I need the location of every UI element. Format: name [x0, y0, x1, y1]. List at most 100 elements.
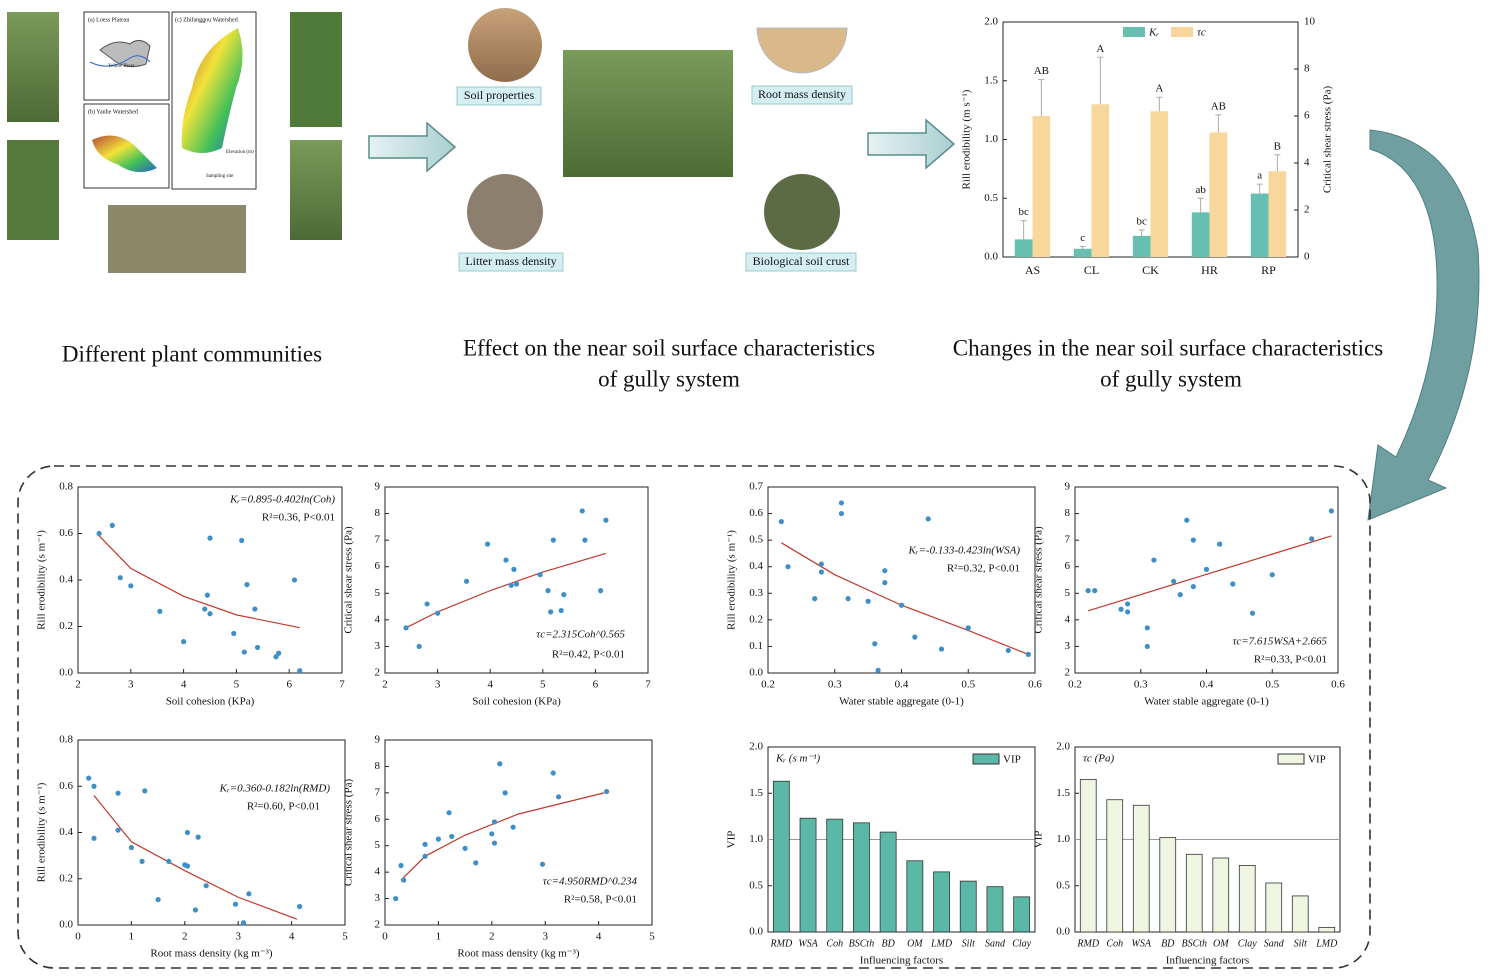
x-tick-label: WSA: [798, 938, 818, 949]
y-tick-label: 4: [375, 613, 381, 625]
bar: [879, 831, 897, 933]
data-point: [86, 775, 92, 781]
y-tick-label: 8: [375, 507, 381, 519]
x-tick-label: BSCth: [1181, 938, 1207, 949]
dashed-frame: [17, 465, 1371, 969]
data-point: [785, 564, 791, 570]
significance-letter: AB: [1211, 100, 1226, 112]
x-tick-label: Silt: [962, 938, 976, 949]
arrow: [867, 118, 956, 170]
x-axis-label: Influencing factors: [1166, 955, 1249, 967]
plot-frame: [384, 486, 649, 674]
y-tick-label: 1.5: [984, 74, 998, 86]
y-tick-label: 9: [375, 481, 381, 493]
map-shape: [181, 28, 243, 153]
error-bar: [1079, 245, 1086, 249]
x-axis-label: Root mass density (kg m⁻³): [457, 948, 579, 960]
data-point: [548, 609, 554, 615]
data-point: [1217, 541, 1223, 547]
equation: Kᵣ=-0.133-0.423ln(WSA): [907, 545, 1020, 557]
data-point: [508, 582, 514, 588]
data-point: [435, 610, 441, 616]
y-tick-label: 0.2: [59, 620, 73, 632]
data-point: [1144, 625, 1150, 631]
panel-label: Kᵣ (s m⁻¹): [775, 753, 821, 765]
data-point: [115, 790, 121, 796]
y2-tick-label: 4: [1304, 157, 1310, 169]
significance-letter: c: [1080, 232, 1085, 244]
x-tick-label: 0.5: [961, 679, 975, 691]
error-bar: [1156, 96, 1163, 112]
significance-letter: ab: [1195, 184, 1206, 196]
x-tick-label: RMD: [1076, 938, 1099, 949]
data-point: [91, 783, 97, 789]
x-tick-label: HR: [1201, 263, 1218, 277]
bar: [1132, 235, 1151, 257]
x-tick-label: 0.2: [761, 679, 775, 691]
y-axis-label: Rill erodibility (s m⁻¹): [36, 530, 48, 630]
x-tick-label: RMD: [770, 938, 793, 949]
x-tick-label: 4: [289, 931, 295, 943]
data-point: [561, 592, 567, 598]
y-tick-label: 2.0: [1056, 741, 1070, 753]
data-point: [912, 634, 918, 640]
data-point: [582, 537, 588, 543]
plot-frame: [384, 739, 653, 926]
bar: [1132, 804, 1150, 933]
equation: Kᵣ=0.360-0.182ln(RMD): [219, 783, 331, 795]
data-point: [550, 770, 556, 776]
data-point: [1230, 581, 1236, 587]
label-box: [751, 85, 853, 105]
x-tick-label: 3: [435, 679, 441, 691]
data-point: [424, 601, 430, 607]
x-tick-label: 4: [487, 679, 493, 691]
x-tick-label: 0.3: [828, 679, 842, 691]
bar: [1268, 171, 1287, 257]
data-point: [875, 667, 881, 673]
y-tick-label: 3: [1065, 640, 1071, 652]
error-bar: [1020, 220, 1027, 240]
x-tick-label: 5: [342, 931, 348, 943]
x-tick-label: 0.5: [1265, 679, 1279, 691]
data-point: [181, 639, 187, 645]
bar: [1106, 799, 1124, 933]
y-axis-label: Rill erodibility (s m⁻¹): [36, 782, 48, 882]
data-point: [838, 510, 845, 517]
y-tick-label: 6: [1065, 560, 1071, 572]
data-point: [603, 517, 609, 523]
x-tick-label: 0: [382, 931, 388, 943]
data-point: [491, 819, 498, 825]
equation: τc=4.950RMD^0.234: [543, 876, 638, 888]
y-tick-label: 0.6: [59, 780, 73, 792]
y-tick-label: 2.0: [984, 16, 998, 28]
x-axis-label: Water stable aggregate (0-1): [1144, 696, 1269, 708]
data-point: [510, 824, 516, 830]
y-tick-label: 0.2: [749, 613, 763, 625]
bar: [1150, 111, 1169, 257]
x-tick-label: Clay: [1012, 938, 1031, 949]
data-point: [1309, 536, 1315, 542]
data-point: [1184, 517, 1190, 523]
data-point: [938, 646, 945, 652]
bar: [1079, 778, 1097, 933]
photo: [756, 27, 848, 74]
y-tick-label: 0.2: [59, 872, 73, 884]
data-point: [157, 608, 163, 614]
y-tick-label: 5: [1065, 587, 1071, 599]
fit-curve: [93, 795, 298, 920]
significance-letter: a: [1257, 170, 1262, 182]
significance-letter: A: [1096, 43, 1104, 55]
photo: [764, 174, 840, 250]
data-point: [109, 522, 115, 528]
caption: Changes in the near soil surface charact…: [953, 335, 1383, 360]
y-tick-label: 3: [375, 640, 381, 652]
bar: [1212, 857, 1230, 933]
photos: [7, 8, 857, 273]
x-tick-label: 3: [128, 679, 134, 691]
x-tick-label: Sand: [1264, 938, 1285, 949]
y-tick-label: 0.6: [749, 507, 763, 519]
bar: [1032, 116, 1051, 257]
x-tick-label: CK: [1142, 263, 1159, 277]
y-tick-label: 1.0: [1056, 833, 1070, 845]
bar: [986, 886, 1004, 933]
